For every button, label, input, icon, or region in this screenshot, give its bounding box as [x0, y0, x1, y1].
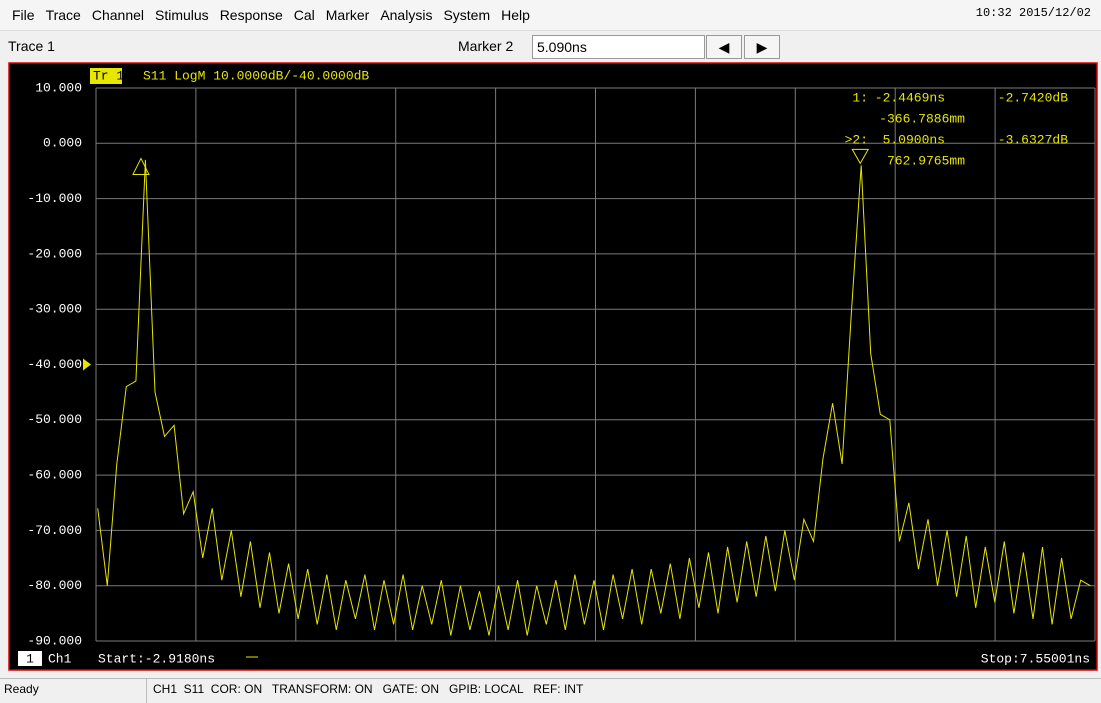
- next-button[interactable]: ▶: [744, 35, 780, 59]
- channel-number: 1: [26, 651, 34, 666]
- trace-tag: Tr 1: [93, 68, 124, 83]
- marker-symbol: [132, 157, 150, 175]
- trace-info: S11 LogM 10.0000dB/-40.0000dB: [143, 68, 369, 83]
- menu-item[interactable]: Help: [501, 7, 530, 23]
- y-tick-label: -40.000: [27, 357, 82, 372]
- status-bar: Ready CH1 S11 COR: ON TRANSFORM: ON GATE…: [0, 678, 1101, 703]
- marker-symbol: [851, 148, 870, 165]
- menu-item[interactable]: Cal: [293, 7, 315, 23]
- channel-name: Ch1: [48, 651, 72, 666]
- menu-item[interactable]: Analysis: [380, 7, 433, 23]
- y-tick-label: -90.000: [27, 633, 82, 648]
- y-tick-label: 10.000: [35, 80, 82, 95]
- y-tick-label: -80.000: [27, 578, 82, 593]
- menu-item[interactable]: Marker: [325, 7, 370, 23]
- y-tick-label: -20.000: [27, 246, 82, 261]
- y-tick-label: 0.000: [43, 136, 82, 151]
- y-tick-label: -70.000: [27, 523, 82, 538]
- marker-id: 1:: [852, 90, 868, 105]
- marker-id: >2:: [845, 132, 868, 147]
- menu-bar: File Trace Channel Stimulus Response Cal Marke…: [0, 0, 1101, 31]
- menu-item[interactable]: System: [443, 7, 491, 23]
- marker-y-readout: -3.6327dB: [998, 132, 1068, 147]
- trace-select[interactable]: Trace 1: [4, 35, 304, 59]
- menu-item[interactable]: Channel: [91, 7, 144, 23]
- y-tick-label: -30.000: [27, 302, 82, 317]
- trace-line: [97, 159, 1091, 636]
- prev-button[interactable]: ◀: [706, 35, 742, 59]
- trace-tag-bg: [90, 68, 122, 84]
- y-tick-label: -50.000: [27, 412, 82, 427]
- status-state: Ready: [4, 682, 39, 696]
- start-label: Start:-2.9180ns: [98, 651, 215, 666]
- menu-item[interactable]: Response: [219, 7, 283, 23]
- marker-distance: -366.7886mm: [879, 111, 965, 126]
- marker-distance: 762.9765mm: [887, 153, 965, 168]
- reference-level-marker: [83, 358, 91, 371]
- marker-x-readout: -2.4469ns: [875, 90, 945, 105]
- menu-item[interactable]: Stimulus: [155, 7, 209, 23]
- marker-y-readout: -2.7420dB: [998, 90, 1068, 105]
- marker-input[interactable]: 5.090ns: [532, 35, 705, 59]
- menu-item[interactable]: File: [12, 7, 35, 23]
- marker-x-readout: 5.0900ns: [883, 132, 945, 147]
- stop-label: Stop:7.55001ns: [981, 651, 1090, 666]
- plot-frame: [8, 62, 1098, 671]
- marker-label: Marker 2: [458, 38, 514, 54]
- status-info: CH1 S11 COR: ON TRANSFORM: ON GATE: ON G…: [146, 679, 589, 703]
- toolbar: Trace 1 Marker 2 5.090ns ◀ ▶: [0, 33, 1101, 61]
- y-tick-label: -10.000: [27, 191, 82, 206]
- clock: 10:32 2015/12/02: [975, 6, 1091, 20]
- y-tick-label: -60.000: [27, 468, 82, 483]
- channel-box: [18, 651, 42, 666]
- menu-item[interactable]: Trace: [45, 7, 81, 23]
